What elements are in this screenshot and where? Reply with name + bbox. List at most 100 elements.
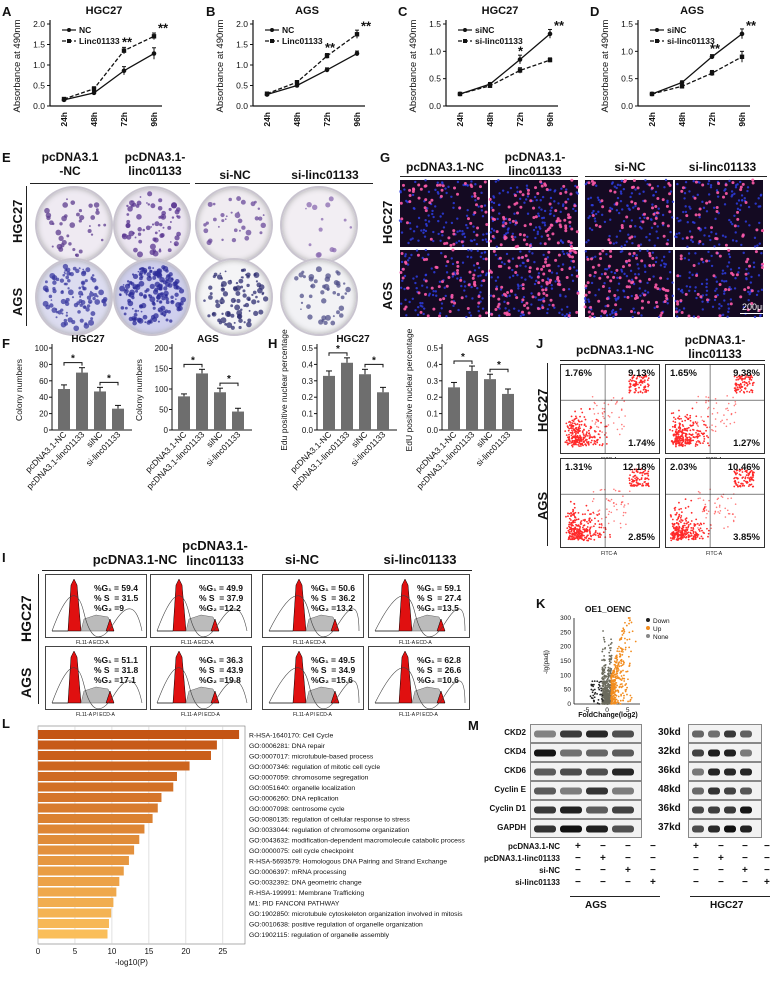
nucleus-blue [682, 210, 685, 214]
colony [299, 293, 305, 299]
colony [219, 272, 222, 275]
gene-point-up [627, 678, 629, 681]
colony [103, 223, 107, 227]
blot-kd-label: 30kd [658, 727, 681, 738]
y-tick-label: 50 [564, 687, 572, 694]
nucleus-blue [737, 266, 741, 270]
event [602, 531, 605, 534]
event [577, 518, 580, 521]
g1-peak [52, 578, 82, 632]
colony [228, 197, 232, 202]
event [708, 499, 710, 502]
gene-point-up [623, 677, 626, 680]
colony [156, 294, 160, 297]
event [736, 376, 738, 379]
nucleus-pink [588, 273, 592, 277]
legend-marker [463, 28, 467, 32]
nucleus-pink [692, 263, 696, 267]
colony [328, 196, 334, 202]
nucleus-blue [417, 239, 420, 242]
event [726, 395, 728, 397]
nucleus-blue [528, 275, 531, 278]
event [708, 444, 710, 447]
colony [90, 215, 96, 220]
event [692, 428, 694, 431]
y-tick-label: 0.3 [427, 377, 439, 386]
nucleus-blue [633, 311, 636, 314]
nucleus-pink [676, 302, 680, 306]
nucleus-pink [628, 252, 632, 256]
event [572, 424, 575, 427]
nucleus-blue [455, 241, 458, 244]
nucleus-pink [466, 217, 470, 221]
nucleus-pink [729, 302, 733, 306]
nucleus-blue [619, 190, 623, 193]
nucleus-pink [695, 274, 699, 278]
nucleus-blue [421, 284, 424, 287]
y-tick-label: 200 [560, 644, 571, 651]
colony [241, 269, 244, 272]
event [570, 529, 573, 532]
event [697, 432, 699, 435]
nucleus-pink [574, 251, 578, 255]
nucleus-blue [705, 293, 708, 297]
nucleus-blue [534, 236, 537, 240]
nucleus-pink [450, 300, 454, 304]
event [672, 443, 675, 445]
nucleus-blue [593, 217, 597, 220]
event [587, 429, 590, 432]
nucleus-blue [524, 198, 528, 201]
gene-point-up [616, 650, 619, 652]
event [704, 423, 706, 426]
nucleus-blue [619, 250, 623, 254]
colony [173, 284, 179, 290]
event [646, 383, 649, 386]
event [619, 526, 622, 529]
colony [325, 202, 331, 208]
nucleus-blue [645, 235, 648, 239]
colony [208, 295, 213, 300]
x-tick-label: 24h [455, 112, 465, 127]
event [748, 391, 751, 393]
nucleus-pink [609, 249, 613, 253]
event [740, 378, 743, 380]
nucleus-blue [481, 215, 485, 218]
nucleus-blue [728, 286, 731, 289]
nucleus-blue [760, 252, 763, 255]
blot-strip [530, 724, 642, 743]
nucleus-pink [555, 219, 559, 223]
go-term-label: GO:0006281: DNA repair [249, 743, 326, 750]
gene-point-up [610, 691, 613, 694]
gene-point-down [601, 699, 604, 702]
nucleus-pink [495, 230, 499, 234]
edu-image-tile [674, 248, 765, 319]
nucleus-pink [744, 201, 748, 205]
nucleus-blue [425, 286, 429, 289]
colony [154, 221, 160, 227]
colony [51, 245, 54, 248]
nucleus-blue [404, 298, 407, 302]
event [633, 475, 636, 477]
nucleus-blue [559, 239, 563, 243]
nucleus-pink [455, 260, 459, 264]
event [681, 423, 684, 426]
legend-label: si-linc01133 [475, 36, 523, 46]
event [697, 435, 700, 438]
colony [207, 201, 213, 207]
gene-point-up [628, 662, 631, 665]
event [636, 482, 639, 485]
nucleus-blue [609, 313, 612, 316]
gene-point-up [623, 697, 625, 699]
nucleus-blue [727, 253, 731, 256]
nucleus-blue [473, 238, 476, 242]
colony [140, 275, 144, 279]
nucleus-blue [542, 253, 545, 257]
nucleus-pink [438, 298, 442, 302]
nucleus-pink [494, 307, 498, 311]
event [718, 506, 721, 508]
nucleus-blue [692, 180, 695, 183]
event [583, 519, 586, 522]
gene-point-up [613, 685, 616, 688]
nucleus-blue [614, 297, 617, 300]
